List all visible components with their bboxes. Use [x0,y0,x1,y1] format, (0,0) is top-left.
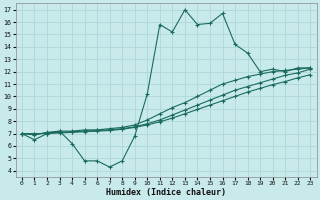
X-axis label: Humidex (Indice chaleur): Humidex (Indice chaleur) [106,188,226,197]
